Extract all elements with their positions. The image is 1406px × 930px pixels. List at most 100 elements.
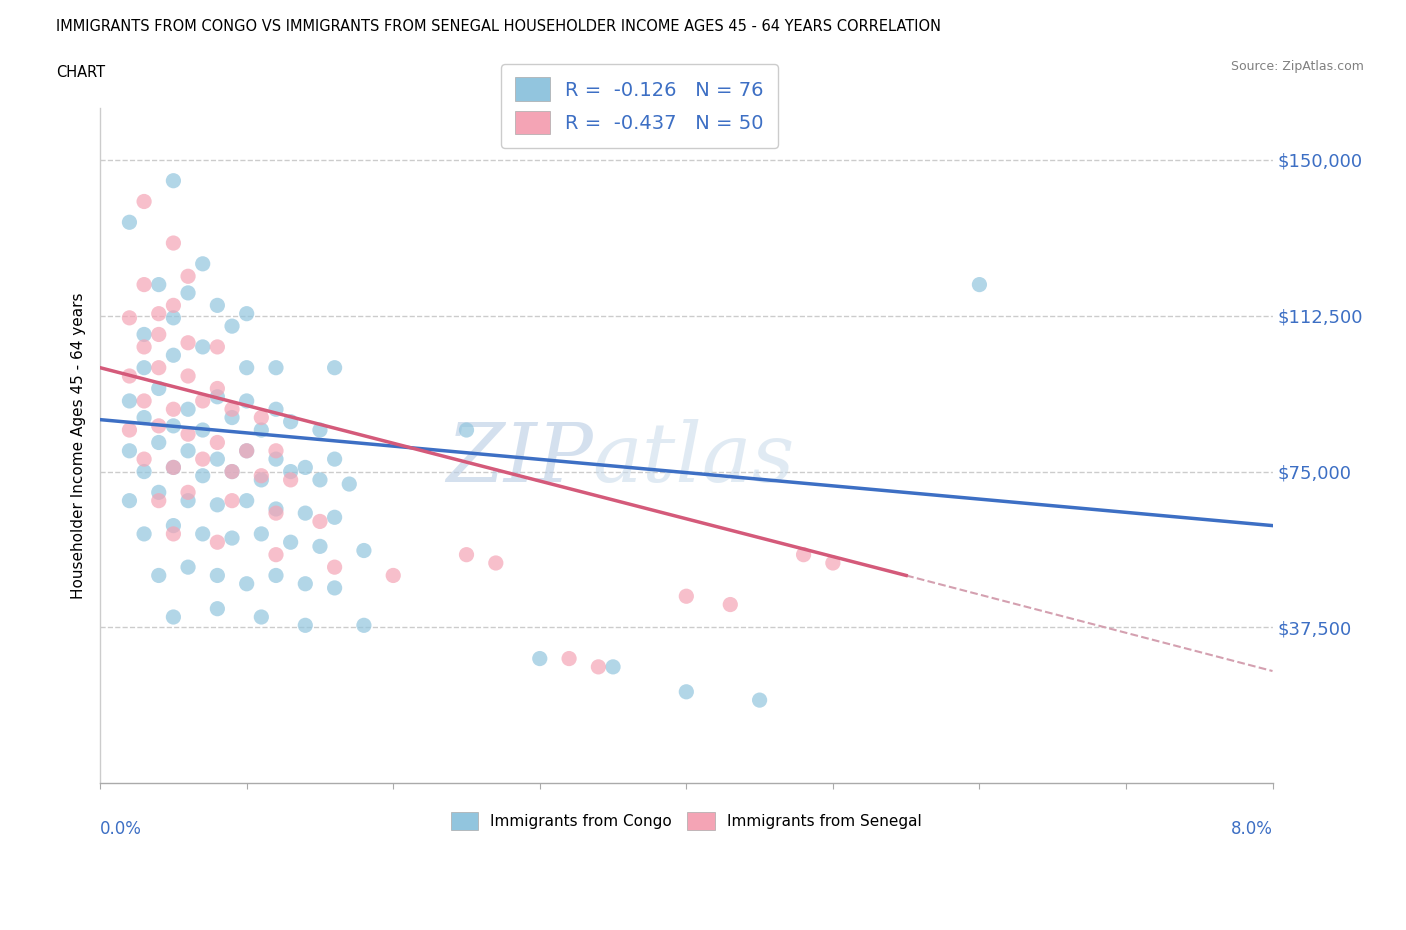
Point <box>118 368 141 383</box>
Point <box>250 609 273 624</box>
Point <box>280 535 302 550</box>
Point <box>294 577 316 591</box>
Point <box>221 319 243 334</box>
Point <box>309 538 332 553</box>
Point <box>280 472 302 487</box>
Point <box>821 555 844 570</box>
Point <box>382 568 405 583</box>
Legend: Immigrants from Congo, Immigrants from Senegal: Immigrants from Congo, Immigrants from S… <box>444 805 928 836</box>
Point <box>602 659 624 674</box>
Point <box>323 580 346 595</box>
Point <box>235 577 257 591</box>
Point <box>309 514 332 529</box>
Point <box>177 485 200 499</box>
Point <box>148 435 170 450</box>
Point <box>191 257 214 272</box>
Point <box>323 452 346 467</box>
Point <box>148 493 170 508</box>
Point <box>323 510 346 525</box>
Point <box>132 526 155 541</box>
Point <box>177 269 200 284</box>
Point <box>191 452 214 467</box>
Point <box>148 277 170 292</box>
Point <box>132 339 155 354</box>
Point <box>207 568 229 583</box>
Point <box>191 469 214 484</box>
Point <box>191 339 214 354</box>
Point <box>748 693 770 708</box>
Point <box>235 360 257 375</box>
Point <box>177 427 200 442</box>
Point <box>177 560 200 575</box>
Point <box>148 485 170 499</box>
Point <box>207 452 229 467</box>
Point <box>132 393 155 408</box>
Point <box>235 493 257 508</box>
Point <box>456 547 478 562</box>
Point <box>264 547 287 562</box>
Point <box>250 526 273 541</box>
Point <box>264 360 287 375</box>
Point <box>221 493 243 508</box>
Point <box>207 498 229 512</box>
Point <box>718 597 741 612</box>
Point <box>588 659 610 674</box>
Point <box>969 277 991 292</box>
Point <box>132 360 155 375</box>
Point <box>309 422 332 437</box>
Text: ZIP: ZIP <box>446 419 592 499</box>
Text: Source: ZipAtlas.com: Source: ZipAtlas.com <box>1230 60 1364 73</box>
Point <box>221 464 243 479</box>
Point <box>221 402 243 417</box>
Point <box>132 464 155 479</box>
Point <box>207 602 229 617</box>
Point <box>529 651 551 666</box>
Y-axis label: Householder Income Ages 45 - 64 years: Householder Income Ages 45 - 64 years <box>72 292 86 599</box>
Point <box>221 410 243 425</box>
Point <box>323 560 346 575</box>
Point <box>162 518 184 533</box>
Point <box>162 460 184 475</box>
Point <box>118 393 141 408</box>
Point <box>280 414 302 429</box>
Point <box>177 402 200 417</box>
Point <box>162 402 184 417</box>
Point <box>132 327 155 342</box>
Point <box>162 460 184 475</box>
Point <box>118 493 141 508</box>
Point <box>264 402 287 417</box>
Point <box>132 277 155 292</box>
Point <box>250 422 273 437</box>
Text: IMMIGRANTS FROM CONGO VS IMMIGRANTS FROM SENEGAL HOUSEHOLDER INCOME AGES 45 - 64: IMMIGRANTS FROM CONGO VS IMMIGRANTS FROM… <box>56 19 941 33</box>
Point <box>162 418 184 433</box>
Point <box>162 311 184 325</box>
Point <box>309 472 332 487</box>
Point <box>148 418 170 433</box>
Point <box>177 336 200 351</box>
Point <box>264 501 287 516</box>
Text: 8.0%: 8.0% <box>1230 820 1272 838</box>
Point <box>191 393 214 408</box>
Point <box>250 410 273 425</box>
Point <box>294 618 316 632</box>
Point <box>148 568 170 583</box>
Point <box>221 464 243 479</box>
Point <box>485 555 508 570</box>
Point <box>235 444 257 458</box>
Point <box>235 444 257 458</box>
Point <box>207 435 229 450</box>
Point <box>235 306 257 321</box>
Point <box>118 444 141 458</box>
Point <box>207 298 229 312</box>
Point <box>191 526 214 541</box>
Point <box>162 526 184 541</box>
Point <box>221 531 243 546</box>
Point <box>118 215 141 230</box>
Point <box>250 469 273 484</box>
Point <box>177 286 200 300</box>
Point <box>456 422 478 437</box>
Point <box>264 444 287 458</box>
Point <box>148 306 170 321</box>
Point <box>675 589 697 604</box>
Point <box>132 194 155 209</box>
